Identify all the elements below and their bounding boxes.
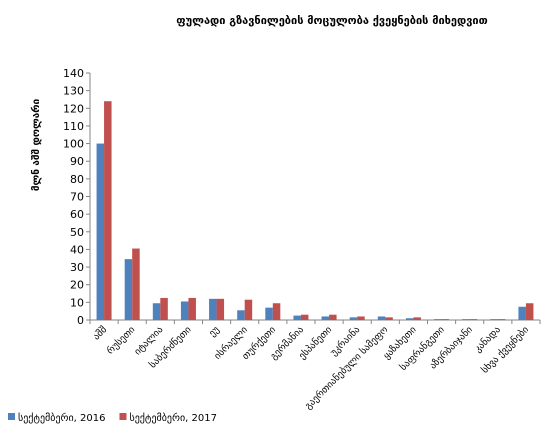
y-tick-label: 110 xyxy=(63,120,84,133)
y-tick-label: 60 xyxy=(70,208,84,221)
legend-swatch xyxy=(119,413,127,420)
bar-1 xyxy=(405,318,414,320)
x-tick-label: ეუ xyxy=(207,324,222,339)
bar-2 xyxy=(132,248,140,320)
bar-2 xyxy=(160,297,168,320)
bar-1 xyxy=(209,298,217,320)
legend: სექტემბერი, 2016 სექტემბერი, 2017 xyxy=(8,412,217,424)
y-tick-label: 40 xyxy=(70,243,84,256)
bar-2 xyxy=(244,299,253,320)
y-tick-label: 20 xyxy=(70,279,84,292)
bar-2 xyxy=(525,303,534,320)
y-tick-label: 10 xyxy=(70,296,84,309)
bar-2 xyxy=(104,101,112,320)
legend-label: სექტემბერი, 2017 xyxy=(129,412,216,424)
bar-1 xyxy=(96,143,105,320)
y-axis-ticks: 0 10 20 30 40 50 60 70 80 90 100 110 120 130 140 xyxy=(63,67,90,327)
bar-2 xyxy=(469,319,478,320)
bar-2 xyxy=(497,319,506,320)
bar-2 xyxy=(216,298,225,320)
bar-2 xyxy=(272,303,281,320)
bar-2 xyxy=(385,317,393,320)
y-tick-label: 130 xyxy=(63,85,84,98)
bar-2 xyxy=(188,297,196,320)
bar-1 xyxy=(490,319,498,320)
y-tick-label: 90 xyxy=(70,155,84,168)
bar-1 xyxy=(180,301,189,320)
bars xyxy=(96,101,534,320)
bar-1 xyxy=(349,317,358,320)
bar-1 xyxy=(518,306,526,320)
bar-2 xyxy=(357,316,365,320)
x-tick-label: რუსეთი xyxy=(105,324,137,356)
bar-1 xyxy=(434,319,442,320)
y-tick-label: 70 xyxy=(70,191,84,204)
y-tick-label: 140 xyxy=(63,67,84,80)
bar-2 xyxy=(329,314,337,320)
bar-1 xyxy=(321,316,330,320)
y-tick-label: 120 xyxy=(63,102,84,115)
bar-1 xyxy=(462,319,470,320)
y-tick-label: 30 xyxy=(70,261,84,274)
y-axis-label: მლნ აშშ დოლარი xyxy=(30,98,42,191)
bar-1 xyxy=(377,316,386,320)
chart-title: ფულადი გზავნილების მოცულობა ქვეყნების მი… xyxy=(176,14,487,27)
bar-1 xyxy=(293,315,301,320)
bar-1 xyxy=(237,310,245,320)
bar-1 xyxy=(152,303,161,320)
legend-swatch xyxy=(8,413,15,420)
y-tick-label: 80 xyxy=(70,173,84,186)
axes xyxy=(89,73,540,321)
y-tick-label: 0 xyxy=(77,314,84,327)
bar-2 xyxy=(441,319,450,320)
bar-1 xyxy=(265,307,273,320)
legend-label: სექტემბერი, 2016 xyxy=(18,412,105,424)
y-tick-label: 50 xyxy=(70,226,84,239)
bar-2 xyxy=(300,314,309,320)
bar-1 xyxy=(124,259,133,320)
x-tick-label: აშშ xyxy=(91,324,109,342)
y-tick-label: 100 xyxy=(63,138,84,151)
bar-2 xyxy=(413,317,421,320)
